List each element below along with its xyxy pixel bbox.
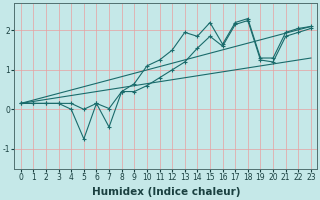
X-axis label: Humidex (Indice chaleur): Humidex (Indice chaleur): [92, 187, 240, 197]
